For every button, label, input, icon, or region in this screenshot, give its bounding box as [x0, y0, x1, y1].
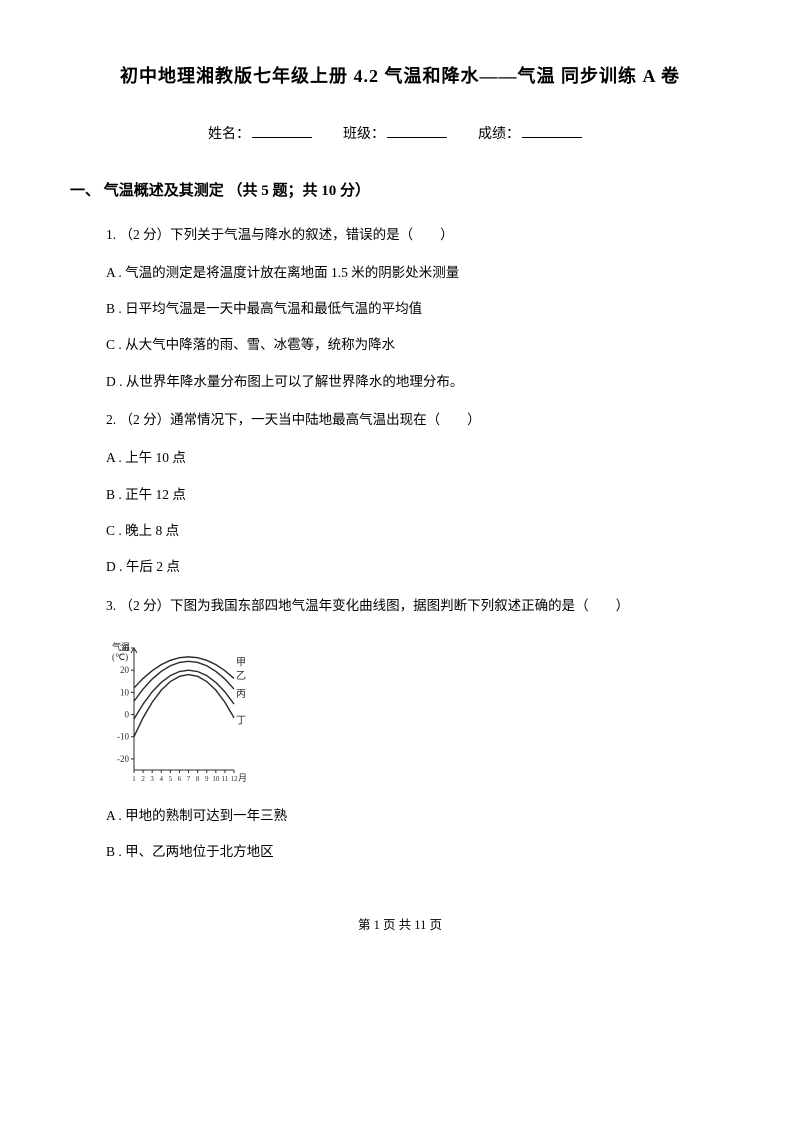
svg-text:20: 20 — [120, 665, 130, 675]
svg-text:9: 9 — [205, 775, 209, 783]
chart-svg: 气温(℃)3020100-10-20123456789101112月甲乙丙丁 — [106, 636, 256, 786]
q2-option-b: B . 正午 12 点 — [106, 483, 730, 507]
q2-option-d: D . 午后 2 点 — [106, 555, 730, 579]
svg-text:3: 3 — [150, 775, 154, 783]
q1-option-b: B . 日平均气温是一天中最高气温和最低气温的平均值 — [106, 297, 730, 321]
svg-text:7: 7 — [187, 775, 191, 783]
name-blank[interactable] — [252, 137, 312, 138]
svg-text:10: 10 — [212, 775, 220, 783]
svg-text:30: 30 — [120, 643, 130, 653]
svg-text:10: 10 — [120, 687, 130, 697]
page-footer: 第 1 页 共 11 页 — [70, 914, 730, 937]
svg-text:6: 6 — [178, 775, 182, 783]
question-2: 2. （2 分）通常情况下，一天当中陆地最高气温出现在（ ） — [106, 408, 730, 432]
svg-text:0: 0 — [125, 709, 130, 719]
q1-option-d: D . 从世界年降水量分布图上可以了解世界降水的地理分布。 — [106, 370, 730, 394]
question-1: 1. （2 分）下列关于气温与降水的叙述，错误的是（ ） — [106, 223, 730, 247]
svg-text:1: 1 — [132, 775, 136, 783]
svg-text:11: 11 — [222, 775, 229, 783]
temperature-chart: 气温(℃)3020100-10-20123456789101112月甲乙丙丁 — [106, 636, 730, 786]
q1-option-c: C . 从大气中降落的雨、雪、冰雹等，统称为降水 — [106, 333, 730, 357]
svg-text:8: 8 — [196, 775, 200, 783]
svg-text:-20: -20 — [117, 754, 129, 764]
question-3: 3. （2 分）下图为我国东部四地气温年变化曲线图，据图判断下列叙述正确的是（ … — [106, 594, 730, 618]
q3-option-b: B . 甲、乙两地位于北方地区 — [106, 840, 730, 864]
q1-option-a: A . 气温的测定是将温度计放在离地面 1.5 米的阴影处米测量 — [106, 261, 730, 285]
svg-text:5: 5 — [169, 775, 173, 783]
q3-option-a: A . 甲地的熟制可达到一年三熟 — [106, 804, 730, 828]
page-title: 初中地理湘教版七年级上册 4.2 气温和降水——气温 同步训练 A 卷 — [70, 60, 730, 92]
svg-text:甲: 甲 — [236, 658, 246, 669]
svg-text:4: 4 — [160, 775, 164, 783]
svg-text:2: 2 — [141, 775, 145, 783]
class-label: 班级： — [343, 127, 385, 142]
svg-text:(℃): (℃) — [112, 652, 128, 662]
q2-option-a: A . 上午 10 点 — [106, 446, 730, 470]
class-blank[interactable] — [387, 137, 447, 138]
svg-text:-10: -10 — [117, 732, 129, 742]
q2-option-c: C . 晚上 8 点 — [106, 519, 730, 543]
svg-text:月: 月 — [238, 773, 247, 783]
svg-text:丙: 丙 — [236, 689, 246, 700]
name-label: 姓名： — [208, 127, 250, 142]
student-info-row: 姓名： 班级： 成绩： — [70, 122, 730, 147]
score-label: 成绩： — [478, 127, 520, 142]
svg-text:乙: 乙 — [236, 670, 246, 682]
score-blank[interactable] — [522, 137, 582, 138]
svg-text:丁: 丁 — [236, 715, 246, 726]
svg-text:12: 12 — [231, 775, 239, 783]
section-heading: 一、 气温概述及其测定 （共 5 题；共 10 分） — [70, 178, 730, 205]
